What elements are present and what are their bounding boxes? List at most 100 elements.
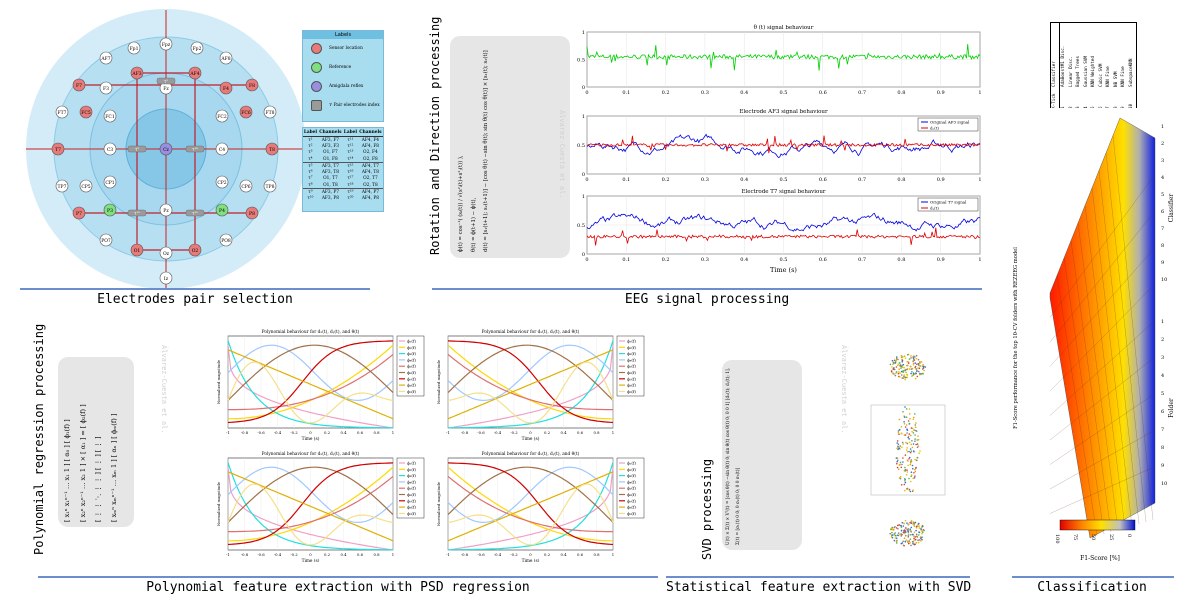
classifier-table-cell: AdaBoostM1 Disc.: [1061, 45, 1066, 87]
eeg-xtick: 0.7: [858, 257, 866, 263]
pairs-table-header-cell: Channels: [317, 128, 343, 137]
eeg-xtick: 1: [978, 257, 981, 263]
electrode-cp5: [79, 179, 93, 193]
svd-point: [910, 357, 912, 359]
poly-legend-label: ϕ₂(f): [627, 345, 636, 350]
classifier-table-cell: Linear Disc.: [1068, 55, 1074, 87]
svd-point: [918, 365, 921, 367]
svd-point: [905, 416, 908, 418]
poly-xtick: -0.4: [274, 430, 282, 435]
svd-point: [914, 521, 917, 524]
pairs-table-cell: τ¹⁹: [347, 190, 354, 196]
electrode-label: Pz: [163, 208, 169, 214]
poly-chart-title: Polynomial behaviour for dₓ(t), dᵧ(t), a…: [262, 452, 360, 457]
svd-point: [901, 446, 903, 449]
svd-point: [913, 416, 915, 419]
poly-legend-label: ϕ₂(f): [407, 467, 416, 472]
svd-point: [916, 375, 919, 378]
svd-point: [922, 365, 925, 368]
svd-point: [905, 539, 908, 541]
pairs-table-cell: AF3, T8: [321, 170, 339, 176]
classifier-table-cell: KNN Fine: [1121, 66, 1126, 87]
svd-point: [918, 539, 921, 541]
poly-xtick: 0.6: [577, 430, 584, 435]
electrodes-legend: Labels Sensor location Reference Amigdala …: [302, 30, 384, 122]
svd-point: [891, 534, 894, 536]
svd-point: [901, 463, 903, 466]
pairs-table-cell: AF4, P7: [361, 190, 379, 196]
svd-point: [903, 478, 906, 480]
svd-point: [912, 523, 915, 526]
eeg-xtick: 0: [585, 90, 588, 96]
electrode-cp6: [239, 179, 253, 193]
svd-point: [900, 535, 902, 537]
svd-point: [903, 529, 906, 531]
pairs-table-cell: τ⁶: [308, 170, 313, 176]
svd-point: [912, 489, 914, 491]
electrode-label: FC1: [105, 114, 115, 120]
electrode-label: FT7: [58, 110, 67, 116]
caption-rule-poly: [38, 576, 658, 578]
electrode-label: F3: [103, 86, 109, 92]
caption-rule-svd: [666, 576, 970, 578]
svd-point: [908, 413, 911, 415]
svd-point: [908, 488, 911, 491]
svd-point: [900, 484, 903, 486]
eeg-charts-svg: 0 0.1 0.2 0.3 0.4 0.5 0.6 0.7 0.8 0.9 1 0 0.5 1 θ (t) …: [577, 24, 982, 274]
svd-point: [909, 534, 912, 536]
poly-xtick: 0: [309, 552, 312, 557]
svd-point: [895, 372, 897, 375]
eeg-ytick: 0.5: [577, 58, 585, 64]
electrode-label: O1: [134, 248, 141, 254]
eeg-xtick: 0.2: [662, 177, 670, 183]
poly-legend-label: ϕ₆(f): [627, 370, 636, 375]
poly-ylabel: Normalized magnitude: [216, 359, 221, 404]
svd-point: [908, 450, 910, 453]
pairs-table-row: τ² AF3, F3 τ¹² AF4, F8: [303, 143, 383, 149]
poly-xtick: 1: [392, 430, 394, 435]
poly-legend-label: ϕ₉(f): [627, 511, 636, 516]
electrode-label: FC6: [241, 110, 251, 116]
pairs-table-cell: τ⁸: [303, 182, 318, 190]
poly-legend-label: ϕ₁(f): [407, 461, 416, 466]
electrode-label: TP8: [266, 184, 275, 190]
svd-point: [896, 356, 898, 358]
poly-xtick: 1: [612, 430, 614, 435]
poly-series-line: [447, 475, 613, 533]
poly-xtick: -0.4: [494, 430, 502, 435]
pairs-table-row: τ⁷ O1, T7 τ¹⁷ O2, T7: [303, 176, 383, 182]
svd-point: [915, 467, 917, 469]
f1-surface-gridline: [1049, 247, 1156, 367]
svd-point: [906, 376, 909, 379]
pairs-table-header: Label Channels Label Channels: [303, 128, 383, 137]
svd-point: [910, 427, 913, 429]
svd-point: [915, 357, 918, 360]
svd-point: [907, 536, 910, 538]
svd-point: [914, 424, 917, 426]
svd-point: [904, 406, 906, 408]
svd-point: [909, 542, 911, 544]
classifier-table-cell: NB SVM: [1113, 71, 1119, 87]
svd-point: [904, 489, 906, 492]
svd-point: [907, 464, 909, 467]
svd-point: [900, 370, 903, 373]
poly-series-line: [447, 345, 614, 429]
pairs-table-cell: τ¹²: [347, 143, 354, 149]
poly-legend-label: ϕ₉(f): [407, 511, 416, 516]
svd-point: [891, 359, 894, 362]
f1-surface-gridline: [1049, 393, 1156, 465]
classifier-table-row: 3Bagged Trees: [1075, 23, 1083, 111]
poly-legend-label: ϕ₆(f): [407, 370, 416, 375]
legend-item: Amigdala reflex: [303, 77, 383, 96]
electrode-p3: [103, 203, 117, 217]
electrode-af3: [130, 66, 144, 80]
eeg-xtick: 0.5: [780, 90, 788, 96]
f1-folder-tick: 1: [1161, 319, 1164, 325]
pairs-table-cell: O1, T8: [317, 182, 343, 190]
eeg-ytick: 1: [582, 194, 585, 200]
electrode-af7: [99, 51, 113, 65]
f1-folder-tick: 7: [1161, 427, 1164, 433]
svd-point: [908, 358, 911, 360]
svd-point: [897, 445, 899, 448]
svd-point: [910, 355, 912, 357]
